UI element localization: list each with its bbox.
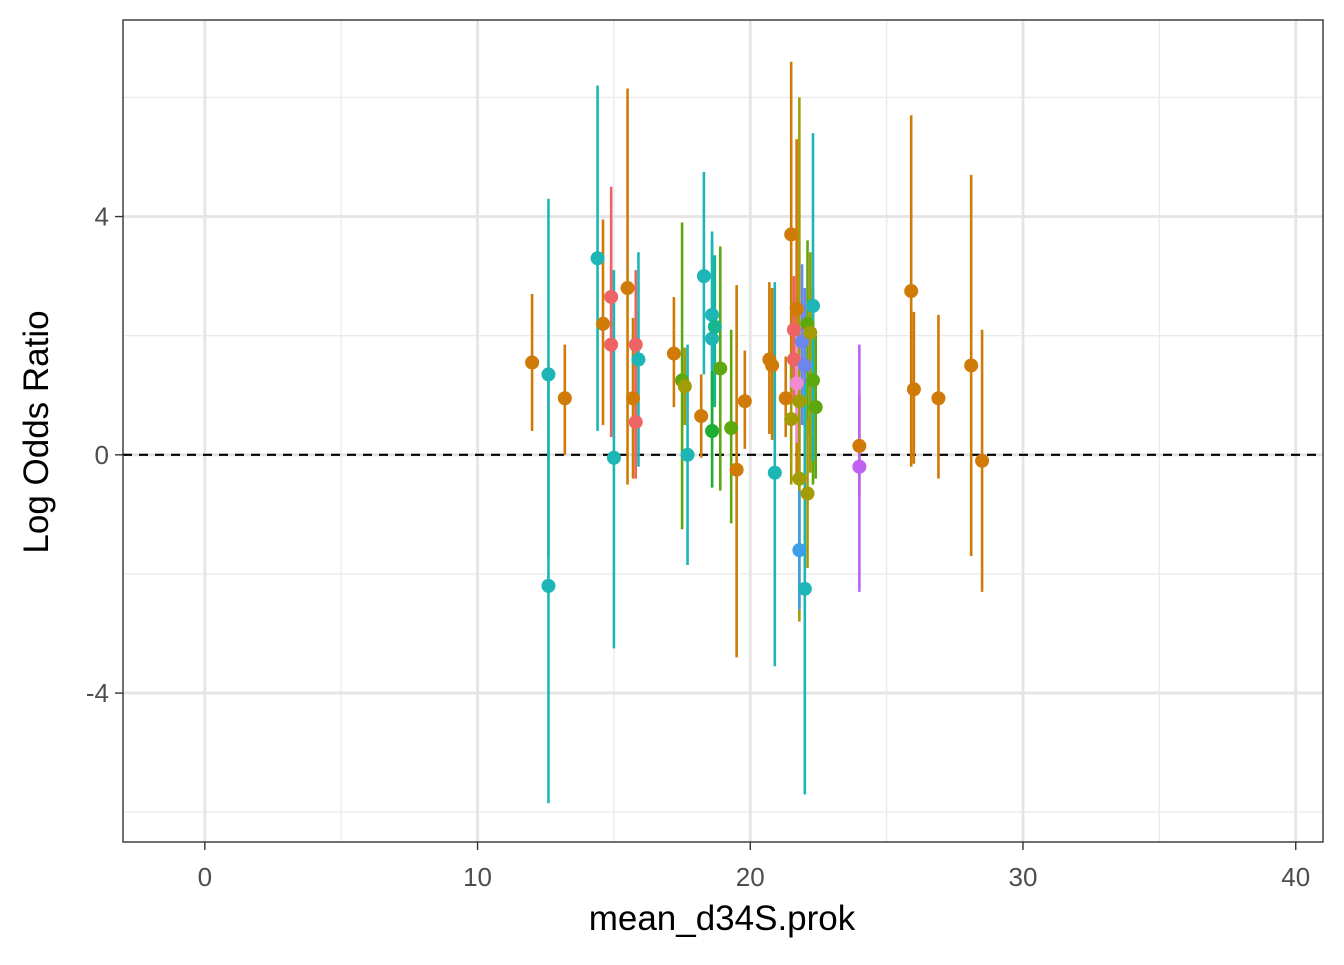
x-axis-title: mean_d34S.prok [589, 899, 856, 938]
data-point [904, 284, 919, 299]
data-point [792, 543, 807, 558]
y-tick-label: 0 [95, 440, 109, 470]
data-point [557, 391, 572, 406]
data-point [792, 471, 807, 486]
data-points [525, 227, 990, 596]
data-point [784, 227, 799, 242]
data-point [852, 438, 867, 453]
data-point [705, 331, 720, 346]
data-point [705, 424, 720, 438]
data-point [590, 251, 605, 266]
data-point [620, 281, 635, 296]
data-point [604, 337, 619, 352]
data-point [797, 358, 812, 373]
data-point [786, 322, 801, 337]
data-point [806, 298, 820, 313]
data-point [631, 352, 646, 367]
data-point [767, 465, 782, 480]
data-point [778, 391, 793, 406]
data-point [797, 581, 812, 596]
data-point [596, 316, 610, 331]
data-point [541, 367, 556, 382]
data-point [705, 307, 720, 322]
data-point [808, 400, 823, 415]
data-point [604, 289, 619, 304]
y-tick-label: -4 [86, 678, 109, 708]
data-point [666, 346, 681, 361]
data-point [707, 319, 722, 334]
data-point [737, 394, 752, 409]
data-point [696, 269, 711, 284]
data-point [803, 325, 818, 340]
plot-panel-border [122, 19, 1324, 843]
data-point [786, 352, 801, 367]
data-point [906, 382, 921, 397]
data-point [541, 578, 556, 593]
data-point [931, 391, 946, 406]
data-point [789, 301, 804, 316]
data-point [626, 391, 640, 406]
y-axis-title: Log Odds Ratio [17, 310, 56, 553]
y-axis-ticks: -4 0 4 [86, 202, 123, 708]
data-point [800, 486, 815, 501]
data-point [694, 409, 709, 424]
data-point [525, 355, 540, 370]
data-point [628, 337, 643, 352]
data-point [606, 450, 621, 465]
data-point [724, 421, 739, 436]
x-axis-ticks: 0 10 20 30 40 [198, 842, 1310, 892]
data-point [713, 361, 728, 376]
data-point [729, 462, 744, 477]
x-tick-label: 40 [1281, 862, 1310, 892]
data-point [792, 394, 807, 409]
data-point [975, 453, 990, 468]
x-tick-label: 20 [736, 862, 765, 892]
data-point [628, 415, 643, 430]
y-tick-label: 4 [95, 202, 109, 232]
data-point [677, 379, 692, 394]
data-point [806, 373, 820, 388]
x-tick-label: 10 [463, 862, 492, 892]
x-tick-label: 30 [1009, 862, 1038, 892]
data-point [964, 358, 979, 373]
data-point [789, 376, 804, 391]
data-point [784, 412, 799, 427]
data-point [680, 447, 695, 462]
data-point [795, 334, 810, 349]
data-point [852, 459, 867, 474]
data-point [765, 358, 780, 373]
minor-gridlines [123, 20, 1323, 842]
x-tick-label: 0 [198, 862, 212, 892]
